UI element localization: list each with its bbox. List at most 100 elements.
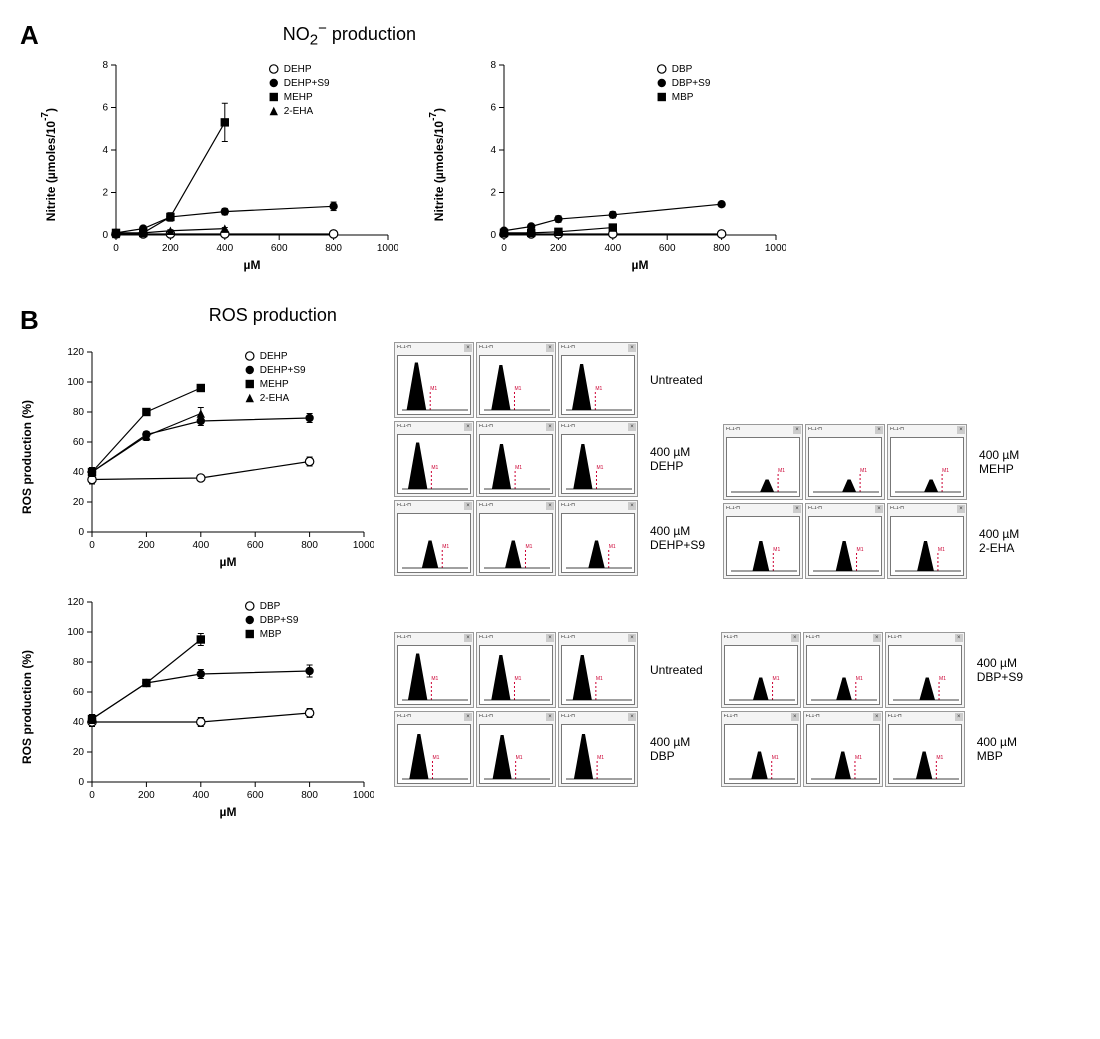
svg-text:MBP: MBP [672, 92, 694, 103]
close-icon: × [957, 426, 965, 434]
svg-text:M1: M1 [514, 386, 521, 392]
svg-text:8: 8 [102, 60, 108, 71]
svg-text:2-EHA: 2-EHA [260, 393, 290, 404]
close-icon: × [955, 713, 963, 721]
flow-histogram: × FL1-H M1 [887, 503, 967, 579]
svg-text:1000: 1000 [765, 243, 786, 254]
svg-text:200: 200 [138, 540, 155, 551]
svg-text:M1: M1 [595, 386, 602, 392]
flow-histogram: × FL1-H M1 [476, 632, 556, 708]
close-icon: × [793, 426, 801, 434]
svg-text:0: 0 [501, 243, 507, 254]
svg-text:DEHP: DEHP [260, 351, 288, 362]
svg-text:600: 600 [247, 540, 264, 551]
flow-row-label: 400 µMDBP [644, 735, 690, 763]
svg-text:1000: 1000 [377, 243, 398, 254]
panel-B-title: ROS production [209, 305, 337, 326]
svg-text:120: 120 [67, 597, 84, 608]
close-icon: × [628, 502, 636, 510]
svg-text:800: 800 [301, 540, 318, 551]
flow-histogram: × FL1-H M1 [558, 711, 638, 787]
svg-text:DBP+S9: DBP+S9 [260, 615, 299, 626]
svg-text:600: 600 [247, 790, 264, 801]
svg-text:100: 100 [67, 377, 84, 388]
flow-cytometry-dbp-block: × FL1-H M1 × FL1-H M1 × FL1-H M1 Untreat… [394, 632, 703, 790]
svg-text:M1: M1 [773, 547, 780, 553]
chart-nitrite-dbp: Nitrite (µmoles/10-7) 020040060080010000… [428, 55, 786, 275]
flow-histogram: × FL1-H M1 [805, 503, 885, 579]
svg-text:M1: M1 [772, 676, 779, 682]
svg-text:200: 200 [138, 790, 155, 801]
svg-text:2-EHA: 2-EHA [284, 106, 314, 117]
flow-histogram: × FL1-H M1 [476, 711, 556, 787]
flow-histogram: × FL1-H M1 [721, 632, 801, 708]
close-icon: × [628, 634, 636, 642]
svg-text:200: 200 [162, 243, 179, 254]
flow-histogram: × FL1-H M1 [805, 424, 885, 500]
svg-text:M1: M1 [516, 755, 523, 761]
flow-histogram: × FL1-H M1 [723, 424, 803, 500]
close-icon: × [628, 423, 636, 431]
flow-histogram: × FL1-H M1 [394, 500, 474, 576]
svg-text:6: 6 [102, 103, 108, 114]
svg-text:µM: µM [244, 258, 261, 272]
svg-text:600: 600 [659, 243, 676, 254]
flow-histogram: × FL1-H M1 [558, 500, 638, 576]
close-icon: × [546, 713, 554, 721]
close-icon: × [875, 426, 883, 434]
close-icon: × [464, 344, 472, 352]
svg-text:M1: M1 [431, 465, 438, 471]
svg-text:DBP: DBP [672, 64, 693, 75]
close-icon: × [464, 502, 472, 510]
close-icon: × [955, 634, 963, 642]
close-icon: × [793, 505, 801, 513]
svg-text:40: 40 [73, 467, 85, 478]
flow-histogram: × FL1-H M1 [394, 421, 474, 497]
svg-text:MEHP: MEHP [284, 92, 313, 103]
svg-text:M1: M1 [939, 676, 946, 682]
svg-text:400: 400 [604, 243, 621, 254]
svg-text:M1: M1 [442, 544, 449, 550]
svg-text:0: 0 [113, 243, 119, 254]
svg-text:M1: M1 [860, 468, 867, 474]
svg-text:M1: M1 [430, 386, 437, 392]
flow-row-label: 400 µMDBP+S9 [971, 656, 1023, 684]
svg-text:M1: M1 [857, 547, 864, 553]
svg-text:MBP: MBP [260, 629, 282, 640]
svg-text:4: 4 [102, 145, 108, 156]
svg-text:6: 6 [490, 103, 496, 114]
flow-histogram: × FL1-H M1 [476, 342, 556, 418]
close-icon: × [628, 344, 636, 352]
svg-text:M1: M1 [942, 468, 949, 474]
chart-ros-dbp: ROS production (%) 020040060080010000204… [20, 592, 374, 822]
panel-B-label: B [20, 305, 39, 336]
svg-text:1000: 1000 [353, 540, 374, 551]
close-icon: × [875, 505, 883, 513]
panel-A-label: A [20, 20, 39, 51]
svg-text:20: 20 [73, 747, 85, 758]
svg-text:400: 400 [192, 540, 209, 551]
svg-text:800: 800 [713, 243, 730, 254]
close-icon: × [791, 713, 799, 721]
close-icon: × [464, 634, 472, 642]
svg-text:2: 2 [102, 188, 108, 199]
svg-text:4: 4 [490, 145, 496, 156]
svg-text:20: 20 [73, 497, 85, 508]
svg-text:600: 600 [271, 243, 288, 254]
svg-text:M1: M1 [609, 544, 616, 550]
svg-text:0: 0 [78, 527, 84, 538]
close-icon: × [546, 502, 554, 510]
flow-histogram: × FL1-H M1 [394, 632, 474, 708]
flow-histogram: × FL1-H M1 [723, 503, 803, 579]
chart-ros-dehp: ROS production (%) 020040060080010000204… [20, 342, 374, 572]
flow-histogram: × FL1-H M1 [476, 421, 556, 497]
flow-histogram: × FL1-H M1 [558, 421, 638, 497]
svg-text:60: 60 [73, 687, 85, 698]
flow-histogram: × FL1-H M1 [558, 632, 638, 708]
svg-text:400: 400 [216, 243, 233, 254]
flow-histogram: × FL1-H M1 [394, 711, 474, 787]
svg-text:M1: M1 [515, 465, 522, 471]
flow-histogram: × FL1-H M1 [887, 424, 967, 500]
flow-row-label: Untreated [644, 663, 703, 677]
close-icon: × [628, 713, 636, 721]
